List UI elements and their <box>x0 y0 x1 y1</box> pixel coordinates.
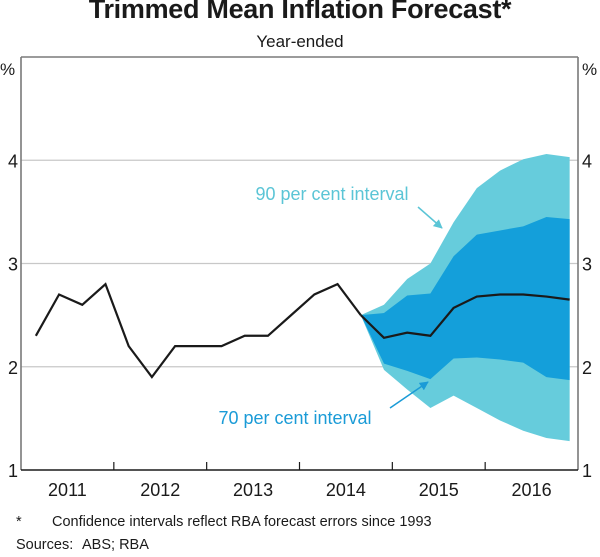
annotation-90-per-cent-arrow <box>417 206 443 229</box>
footnote-marker: * <box>16 514 22 530</box>
chart-title: Trimmed Mean Inflation Forecast* <box>88 0 512 24</box>
x-tick-label: 2011 <box>48 480 87 500</box>
y-axis-unit-right: % <box>582 60 597 79</box>
interval-bands <box>360 154 570 442</box>
annotation-90-per-cent-label: 90 per cent interval <box>255 184 408 204</box>
band-70-per-cent <box>360 217 570 381</box>
y-tick-label-right: 2 <box>582 358 592 378</box>
x-tick-labels: 2011 2012 2013 2014 2015 2016 <box>48 480 552 500</box>
annotation-70-per-cent-arrow <box>389 381 429 409</box>
y-tick-label-right: 4 <box>582 151 592 171</box>
x-tick-label: 2016 <box>512 480 552 500</box>
x-tick-label: 2013 <box>233 480 273 500</box>
chart-subtitle: Year-ended <box>256 32 344 51</box>
footnote: * Confidence intervals reflect RBA foreca… <box>16 514 432 530</box>
y-axis-unit-left: % <box>0 60 15 79</box>
series-line-actual <box>34 282 362 379</box>
footnote-text: Confidence intervals reflect RBA forecas… <box>52 514 432 530</box>
x-tick-label: 2012 <box>140 480 180 500</box>
annotation-70-per-cent-label: 70 per cent interval <box>218 408 371 428</box>
x-tick-label: 2015 <box>419 480 459 500</box>
y-tick-label-left: 4 <box>8 151 18 171</box>
plot-frame <box>20 56 579 471</box>
sources-text: ABS; RBA <box>82 537 149 553</box>
annotations: 90 per cent interval 70 per cent interval <box>218 184 443 428</box>
series-line-forecast <box>360 293 570 340</box>
y-tick-label-right: 3 <box>582 255 592 275</box>
sources: Sources: ABS; RBA <box>16 537 149 553</box>
x-tick-label: 2014 <box>326 480 366 500</box>
y-tick-labels: 1 1 2 2 3 3 4 4 <box>8 151 592 481</box>
y-tick-label-left: 2 <box>8 358 18 378</box>
sources-label: Sources: <box>16 537 74 553</box>
y-tick-label-left: 1 <box>8 461 18 481</box>
series-lines <box>34 282 570 379</box>
y-tick-label-right: 1 <box>582 461 592 481</box>
y-tick-label-left: 3 <box>8 255 18 275</box>
